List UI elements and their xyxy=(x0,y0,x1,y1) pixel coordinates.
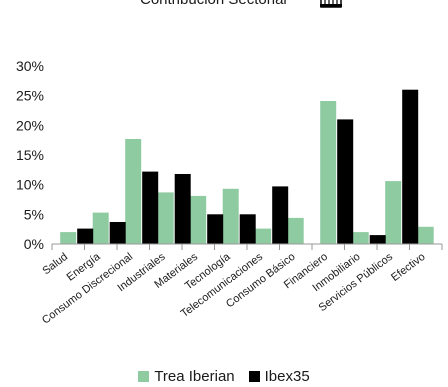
y-tick-label: 30% xyxy=(16,58,44,74)
bar-trea xyxy=(287,217,304,244)
chart-title: Contribución Sectorial xyxy=(140,0,287,8)
y-tick-label: 15% xyxy=(16,147,44,163)
legend: Trea Iberian Ibex35 xyxy=(0,365,448,387)
bar-ibex xyxy=(207,214,224,244)
legend-label-trea: Trea Iberian xyxy=(154,367,235,385)
bar-ibex xyxy=(239,214,256,244)
bar-trea xyxy=(157,192,174,244)
y-tick-label: 20% xyxy=(16,117,44,133)
x-tick-label: Efectivo xyxy=(389,251,427,284)
y-tick-label: 5% xyxy=(24,206,44,222)
bar-ibex xyxy=(109,222,126,244)
bar-ibex xyxy=(77,228,94,244)
y-tick-label: 10% xyxy=(16,177,44,193)
bar-trea xyxy=(352,232,369,244)
y-tick-label: 0% xyxy=(24,236,44,252)
y-tick-label: 25% xyxy=(16,88,44,104)
bar-trea xyxy=(255,228,272,244)
bar-ibex xyxy=(402,89,419,244)
bar-trea xyxy=(417,226,434,244)
legend-item-trea: Trea Iberian xyxy=(138,367,235,385)
bar-ibex xyxy=(369,235,386,244)
legend-item-ibex: Ibex35 xyxy=(248,367,310,385)
bar-trea xyxy=(320,101,337,244)
bar-trea xyxy=(385,181,402,244)
legend-label-ibex: Ibex35 xyxy=(264,367,310,385)
bar-trea xyxy=(125,139,142,244)
bar-trea xyxy=(222,188,239,244)
legend-swatch-ibex xyxy=(248,370,260,382)
bar-ibex xyxy=(337,119,354,244)
bar-ibex xyxy=(272,186,289,244)
bar-ibex xyxy=(142,171,159,244)
bar-ibex xyxy=(174,174,191,244)
bar-trea xyxy=(190,195,207,244)
legend-swatch-trea xyxy=(138,370,150,382)
bar-trea xyxy=(60,232,77,244)
bar-trea xyxy=(92,212,109,244)
building-icon xyxy=(320,0,342,8)
